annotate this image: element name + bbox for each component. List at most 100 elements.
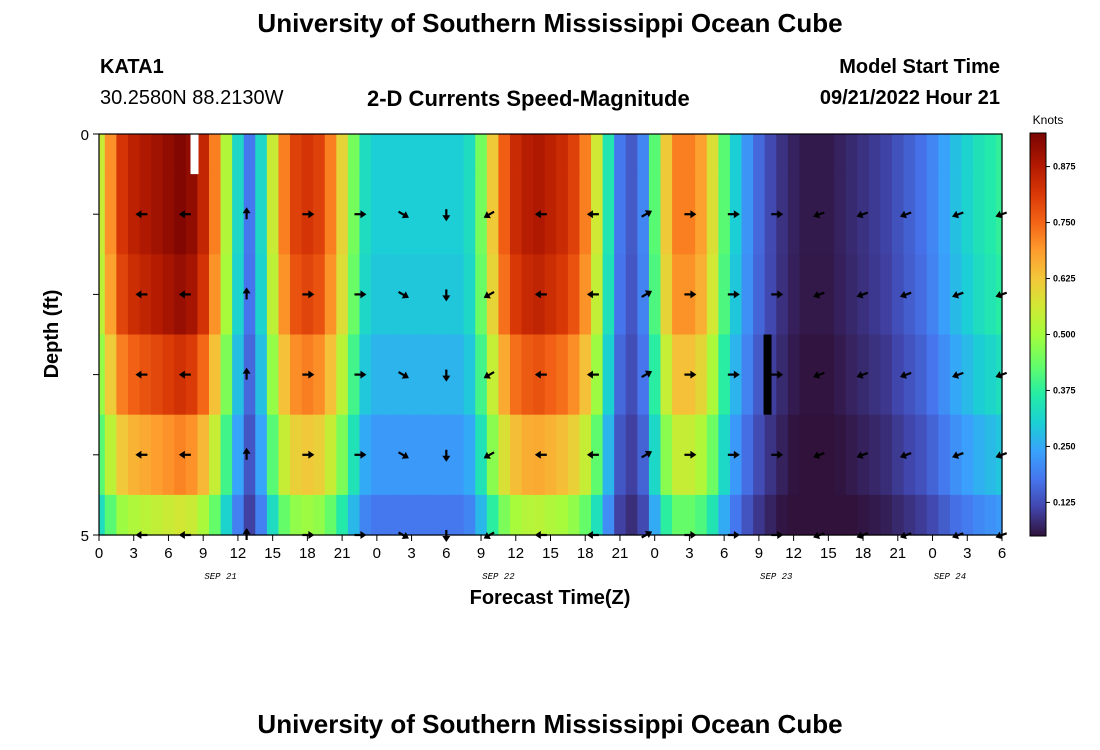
heatmap-cell: [672, 494, 685, 536]
heatmap-cell: [984, 134, 997, 175]
x-tick-label: 15: [820, 545, 837, 562]
current-vector-arrow: [302, 450, 315, 459]
heatmap-cell: [637, 134, 650, 175]
heatmap-cell: [255, 254, 268, 336]
current-vector-arrow: [178, 290, 191, 299]
heatmap-cell: [741, 254, 754, 336]
current-vector-arrow: [398, 210, 409, 219]
heatmap-cell: [672, 334, 685, 416]
heatmap-cell: [382, 254, 395, 336]
heatmap-cell: [324, 494, 337, 536]
colorbar-tick-label: 0.250: [1053, 441, 1076, 451]
heatmap-cell: [591, 134, 604, 175]
heatmap-cell: [452, 494, 465, 536]
heatmap-cell: [961, 254, 974, 336]
heatmap-cell: [984, 174, 997, 255]
heatmap-cell: [382, 174, 395, 255]
heatmap-cell: [799, 334, 812, 416]
heatmap-cell: [151, 134, 164, 175]
x-tick-label: 0: [928, 545, 936, 562]
heatmap-cell: [498, 254, 511, 336]
heatmap-cell: [579, 134, 592, 175]
heatmap-cell: [278, 254, 291, 336]
heatmap-cell: [243, 174, 256, 255]
heatmap-cell: [729, 134, 743, 175]
x-tick-label: 18: [855, 545, 872, 562]
heatmap-cell: [127, 494, 141, 536]
current-vector-arrow: [242, 287, 251, 300]
heatmap-cell: [336, 134, 349, 175]
heatmap-cell: [428, 494, 442, 536]
current-vector-arrow: [483, 451, 495, 459]
heatmap-cell: [834, 414, 847, 496]
heatmap-cell: [868, 254, 882, 336]
heatmap-cell: [973, 494, 986, 536]
current-vector-arrow: [641, 290, 653, 298]
heatmap-cell: [104, 134, 117, 175]
current-vector-arrow: [641, 210, 653, 218]
heatmap-cell: [845, 494, 858, 536]
heatmap-cell: [533, 494, 546, 536]
current-vector-arrow: [727, 450, 740, 459]
heatmap-cell: [405, 494, 418, 536]
heatmap-cell: [243, 494, 256, 536]
heatmap-cell: [313, 334, 326, 416]
heatmap-cell: [324, 414, 337, 496]
heatmap-cell: [521, 254, 534, 336]
heatmap-cell: [498, 414, 511, 496]
colorbar-tick-label: 0.625: [1053, 274, 1076, 284]
y-axis: 05: [81, 127, 99, 545]
heatmap-cell: [151, 494, 164, 536]
heatmap-cell: [764, 174, 777, 255]
heatmap-cell: [834, 494, 847, 536]
heatmap-cell: [301, 134, 314, 175]
heatmap-cell: [440, 134, 453, 175]
current-vector-arrow: [684, 370, 697, 379]
heatmap-cell: [371, 414, 384, 496]
heatmap-cell: [567, 134, 581, 175]
heatmap-cell: [683, 494, 696, 536]
heatmap-cell: [695, 174, 708, 255]
heatmap-cell: [127, 334, 141, 416]
heatmap-cell: [776, 494, 789, 536]
current-vector-arrow: [813, 210, 825, 219]
heatmap-cell: [99, 134, 106, 175]
heatmap-cell: [255, 494, 268, 536]
heatmap-cell: [810, 494, 824, 536]
heatmap-cell: [741, 134, 754, 175]
heatmap-cell: [232, 134, 245, 175]
current-vector-arrow: [727, 210, 740, 219]
heatmap-cell: [764, 494, 777, 536]
colorbar-tick-label: 0.500: [1053, 330, 1076, 340]
current-vector-arrow: [641, 450, 653, 459]
heatmap-cell: [926, 134, 939, 175]
heatmap-cell: [452, 174, 465, 255]
heatmap-cell: [961, 134, 974, 175]
heatmap-cell: [787, 254, 801, 336]
current-vector-arrow: [302, 290, 315, 299]
heatmap-cell: [232, 174, 245, 255]
heatmap-cell: [347, 254, 361, 336]
current-vector-arrow: [398, 290, 409, 299]
heatmap-cell: [394, 494, 407, 536]
heatmap-cell: [405, 334, 418, 416]
heatmap-cell: [243, 334, 256, 416]
x-tick-label: 9: [199, 545, 207, 562]
heatmap-cell: [185, 494, 199, 536]
colorbar-tick-label: 0.750: [1053, 218, 1076, 228]
heatmap-cell: [706, 334, 719, 416]
heatmap-cell: [99, 334, 106, 416]
heatmap-cell: [614, 254, 627, 336]
heatmap-cell: [475, 334, 488, 416]
x-tick-label: 9: [477, 545, 485, 562]
x-tick-label: 12: [230, 545, 247, 562]
x-tick-label: 18: [577, 545, 594, 562]
heatmap-cell: [544, 414, 557, 496]
heatmap-cell: [625, 254, 638, 336]
heatmap-cell: [405, 174, 418, 255]
colorbar: Knots 0.125 0.250 0.375 0.500 0.625 0.750 0.87…: [1029, 113, 1076, 537]
heatmap-cell: [232, 334, 245, 416]
heatmap-cell: [961, 334, 974, 416]
current-vector-arrow: [135, 450, 148, 459]
current-vector-arrow: [534, 290, 547, 299]
